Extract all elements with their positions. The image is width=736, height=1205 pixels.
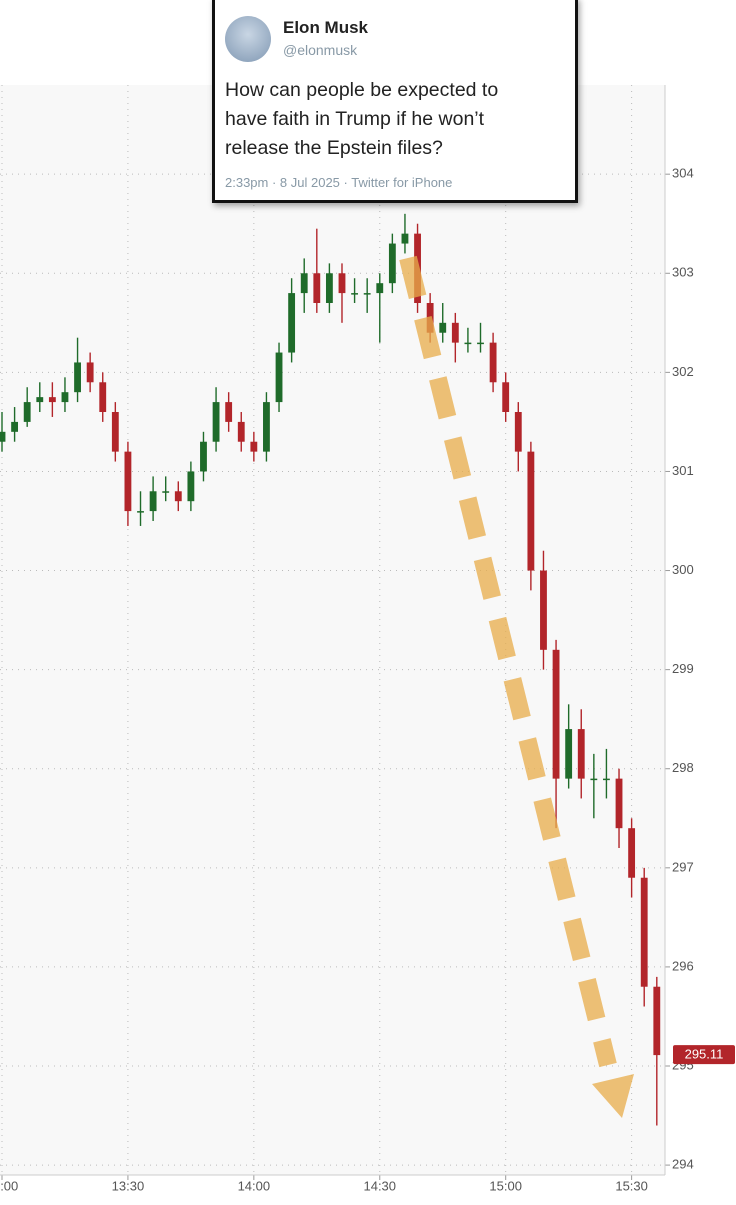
arrow-shaft	[399, 255, 617, 1068]
y-tick-label: 298	[672, 760, 694, 775]
candle-body	[275, 352, 283, 403]
candle-body	[61, 392, 69, 403]
tweet-line: release the Epstein files?	[225, 137, 443, 159]
candle-body	[590, 778, 598, 781]
x-tick-label: 13:30	[112, 1178, 145, 1193]
author-name: Elon Musk	[283, 18, 369, 37]
candle-body	[565, 729, 573, 779]
candle-body	[124, 451, 132, 512]
y-tick-label: 297	[672, 859, 694, 874]
author-handle: @elonmusk	[283, 42, 358, 58]
candle-body	[200, 441, 207, 472]
candle-body	[401, 233, 409, 244]
candle-body	[263, 402, 270, 452]
candle-body	[489, 342, 497, 383]
candle-body	[351, 293, 359, 295]
axes: 29429529629729829930030130230330413:0013…	[0, 85, 735, 1193]
y-tick-label: 300	[672, 562, 694, 577]
candle-body	[212, 402, 220, 442]
candle-body	[477, 342, 484, 345]
x-tick-label: 15:30	[615, 1178, 648, 1193]
candle-body	[11, 421, 19, 432]
candle-body	[640, 877, 648, 987]
candle-body	[74, 362, 81, 393]
candle-body	[615, 778, 623, 829]
candle-body	[313, 273, 321, 303]
x-tick-label: 15:00	[489, 1178, 522, 1193]
candle-body	[300, 273, 308, 294]
tweet-text: How can people be expected to have faith…	[225, 76, 498, 163]
candle-body	[451, 322, 459, 343]
y-tick-label: 303	[672, 265, 694, 280]
y-tick-label: 296	[672, 958, 694, 973]
candle-body	[288, 293, 296, 353]
candle-body	[137, 511, 144, 513]
tweet-line: How can people be expected to	[225, 79, 499, 101]
last-price-label: 295.11	[685, 1047, 724, 1062]
candle-body	[577, 729, 585, 779]
last-price-box	[673, 1045, 735, 1065]
y-tick-label: 299	[672, 661, 694, 676]
candle-body	[325, 273, 333, 303]
y-tick-label: 294	[672, 1157, 694, 1172]
candle-body	[439, 322, 447, 333]
candle-body	[250, 441, 258, 452]
avatar	[225, 16, 271, 62]
candle-body	[388, 243, 396, 284]
candle-body	[338, 273, 346, 294]
candle-body	[225, 402, 233, 422]
candle-body	[552, 649, 560, 779]
candle-body	[36, 397, 44, 403]
candle-body	[653, 986, 661, 1056]
candle-body	[99, 382, 107, 412]
arrow-head	[592, 1074, 634, 1118]
candle-body	[527, 451, 535, 571]
candle-body	[187, 471, 195, 502]
candle-body	[376, 283, 384, 294]
candle-body	[628, 828, 636, 878]
candle-body	[502, 382, 510, 412]
candle-body	[0, 431, 6, 442]
candle-body	[23, 402, 31, 422]
x-tick-label: 14:30	[363, 1178, 396, 1193]
candle-body	[111, 412, 119, 452]
plot-background	[0, 85, 665, 1175]
candle-body	[464, 342, 472, 345]
candles	[0, 213, 661, 1126]
candle-body	[162, 491, 170, 493]
candle-body	[514, 412, 522, 452]
tweet-line: have faith in Trump if he won’t	[225, 108, 485, 130]
y-tick-label: 302	[672, 364, 694, 379]
tweet-meta: 2:33pm · 8 Jul 2025 · Twitter for iPhone	[225, 175, 453, 190]
candle-body	[603, 778, 610, 781]
candle-body	[540, 570, 547, 650]
candle-body	[363, 293, 371, 295]
candle-body	[149, 491, 157, 512]
tweet-card: Elon Musk @elonmusk How can people be ex…	[212, 0, 578, 203]
x-tick-label: 14:00	[238, 1178, 271, 1193]
y-tick-label: 304	[672, 166, 694, 181]
candle-body	[86, 362, 94, 383]
x-tick-label: 13:00	[0, 1178, 18, 1193]
candle-body	[174, 491, 182, 502]
candle-body	[237, 421, 245, 442]
y-tick-label: 301	[672, 463, 694, 478]
trend-arrow	[399, 255, 634, 1118]
candle-body	[48, 397, 56, 403]
